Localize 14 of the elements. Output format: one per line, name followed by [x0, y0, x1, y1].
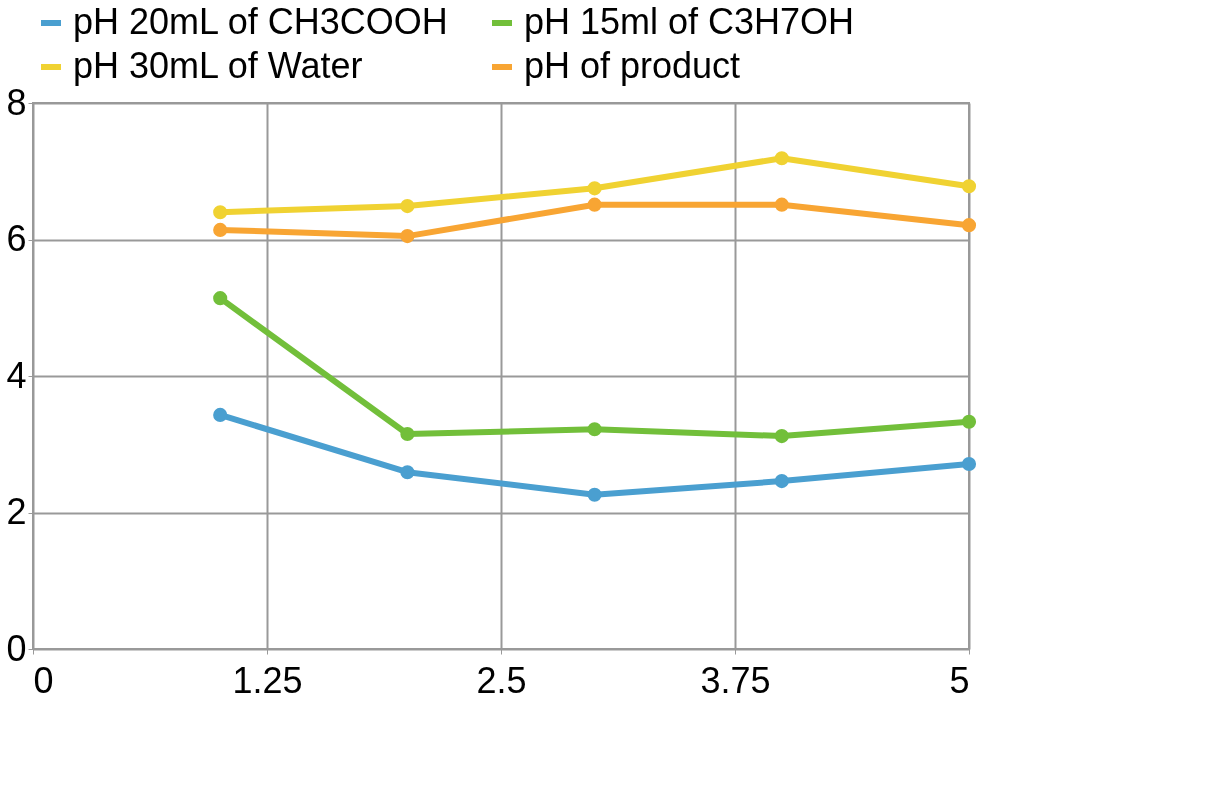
y-tick-label: 4 — [6, 354, 27, 396]
y-tick-label: 0 — [6, 627, 27, 669]
x-tick-label: 2.5 — [476, 659, 527, 701]
x-tick-label: 5 — [949, 659, 970, 701]
legend-label: pH 30mL of Water — [73, 45, 363, 86]
x-tick-label: 0 — [33, 659, 54, 701]
y-tick-label: 8 — [6, 81, 27, 123]
x-tick-label: 3.75 — [700, 659, 771, 701]
legend-label: pH 15ml of C3H7OH — [524, 1, 855, 42]
y-tick-label: 2 — [6, 491, 27, 532]
y-tick-label: 6 — [6, 218, 27, 259]
legend-label: pH of product — [524, 45, 741, 86]
legend-label: pH 20mL of CH3COOH — [73, 1, 448, 42]
x-tick-label: 1.25 — [232, 659, 303, 701]
